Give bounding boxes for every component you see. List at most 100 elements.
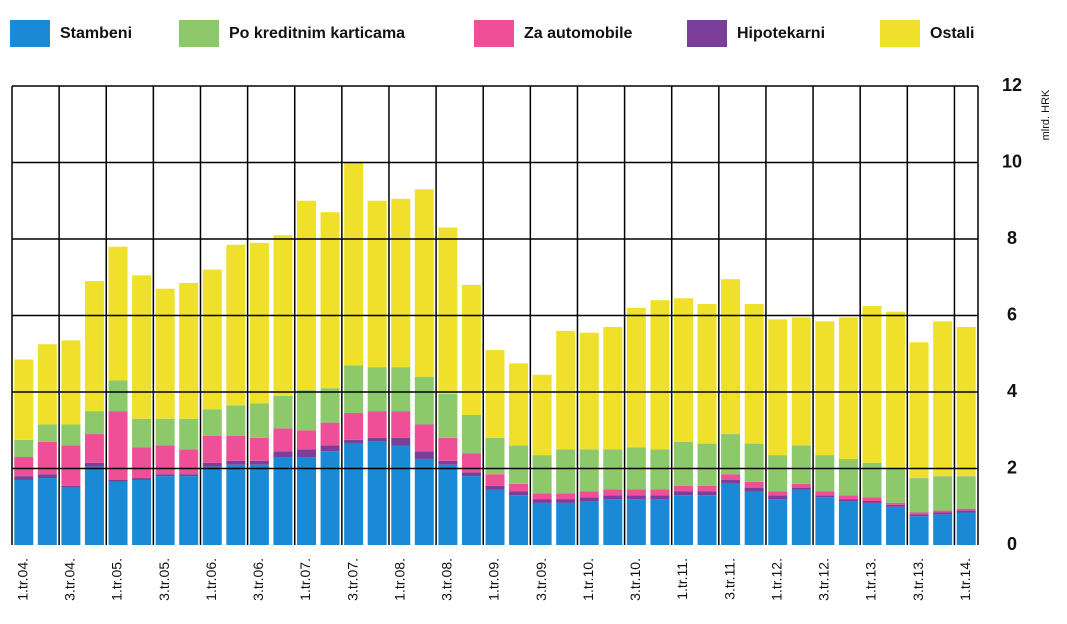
- bar-segment: [556, 502, 576, 545]
- bar-segment: [956, 508, 976, 511]
- bar-segment: [791, 487, 811, 490]
- bar-segment: [509, 491, 529, 496]
- bar-segment: [838, 499, 858, 502]
- bar-segment: [37, 474, 57, 479]
- bar-segment: [933, 512, 953, 515]
- bar-segment: [132, 275, 152, 419]
- bar-segment: [155, 476, 175, 545]
- legend-swatch: [10, 20, 50, 47]
- bar-segment: [391, 367, 411, 412]
- bar-segment: [320, 212, 340, 389]
- x-tick-label: 1.tr.10.: [580, 558, 596, 601]
- bar-segment: [438, 437, 458, 461]
- bar-segment: [509, 483, 529, 492]
- bar-segment: [862, 497, 882, 502]
- bar-segment: [721, 483, 741, 545]
- bar-segment: [202, 466, 222, 545]
- x-tick-label: 1.tr.04.: [14, 558, 30, 601]
- bar-segment: [485, 485, 505, 490]
- bar-segment: [933, 510, 953, 513]
- bar-segment: [697, 304, 717, 444]
- bar-segment: [933, 321, 953, 477]
- bar-segment: [61, 445, 81, 486]
- bar-segment: [344, 439, 364, 444]
- bar-segment: [650, 489, 670, 496]
- bar-segment: [886, 468, 906, 503]
- bar-segment: [132, 447, 152, 479]
- bar-segment: [815, 495, 835, 498]
- bar-segment: [320, 445, 340, 452]
- y-tick-label: 6: [1007, 304, 1017, 324]
- bar-segment: [132, 478, 152, 480]
- bar-segment: [461, 284, 481, 415]
- bar-segment: [179, 449, 199, 475]
- bar-segment: [626, 499, 646, 545]
- x-tick-label: 3.tr.05.: [156, 558, 172, 601]
- bar-segment: [673, 485, 693, 492]
- x-tick-label: 1.tr.14.: [957, 558, 973, 601]
- bar-segment: [791, 317, 811, 446]
- bar-segment: [721, 479, 741, 484]
- bar-segment: [956, 476, 976, 509]
- bar-segment: [202, 409, 222, 436]
- bar-segment: [886, 504, 906, 507]
- bar-segment: [14, 476, 34, 480]
- bar-segment: [909, 514, 929, 517]
- bar-segment: [414, 458, 434, 545]
- bar-segment: [84, 466, 104, 545]
- bar-segment: [320, 422, 340, 446]
- bar-segment: [532, 493, 552, 500]
- bar-segment: [367, 441, 387, 545]
- bar-segment: [84, 411, 104, 435]
- bar-segment: [108, 246, 128, 381]
- bar-segment: [61, 485, 81, 488]
- bar-segment: [202, 462, 222, 467]
- bar-segment: [249, 242, 269, 404]
- bar-segment: [697, 485, 717, 492]
- legend-label: Hipotekarni: [737, 25, 825, 42]
- bar-segment: [791, 483, 811, 488]
- y-tick-label: 10: [1002, 151, 1022, 171]
- bar-segment: [461, 414, 481, 454]
- bar-segment: [626, 307, 646, 448]
- bar-segment: [626, 489, 646, 496]
- bar-segment: [438, 460, 458, 465]
- bar-segment: [14, 439, 34, 458]
- bar-segment: [909, 512, 929, 515]
- bar-segment: [84, 434, 104, 463]
- bar-segment: [862, 501, 882, 503]
- bar-segment: [603, 495, 623, 500]
- bar-segment: [391, 411, 411, 438]
- bar-segment: [768, 491, 788, 496]
- bar-segment: [61, 340, 81, 425]
- bar-segment: [37, 441, 57, 475]
- bar-segment: [226, 244, 246, 406]
- bar-segment: [438, 227, 458, 394]
- bar-segment: [650, 449, 670, 490]
- bar-segment: [673, 495, 693, 545]
- bar-segment: [744, 443, 764, 482]
- bar-segment: [367, 367, 387, 412]
- bar-segment: [791, 445, 811, 484]
- bar-segment: [579, 332, 599, 450]
- bar-segment: [673, 298, 693, 442]
- bar-segment: [438, 464, 458, 545]
- bar-segment: [108, 481, 128, 545]
- bar-segment: [461, 453, 481, 473]
- bar-segment: [179, 418, 199, 450]
- bar-segment: [155, 474, 175, 477]
- bar-segment: [862, 462, 882, 498]
- bar-segment: [414, 424, 434, 452]
- bar-segment: [155, 418, 175, 446]
- bar-segment: [744, 481, 764, 488]
- bar-segment: [320, 451, 340, 545]
- bar-segment: [249, 437, 269, 461]
- bar-segment: [556, 499, 576, 503]
- bar-segment: [579, 497, 599, 502]
- bar-segment: [862, 502, 882, 545]
- bar-segment: [956, 326, 976, 477]
- x-tick-label: 1.tr.11.: [674, 558, 690, 600]
- bar-segment: [650, 300, 670, 450]
- bar-segment: [61, 424, 81, 446]
